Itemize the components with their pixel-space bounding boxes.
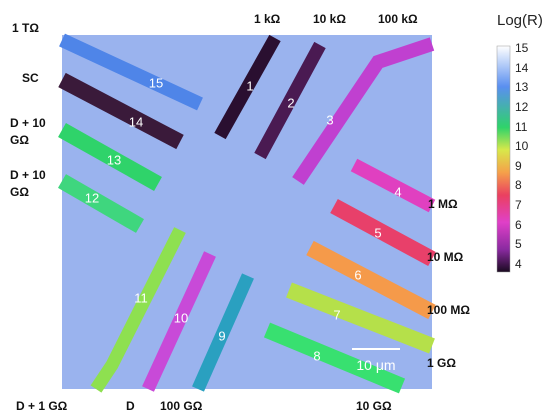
resistance-label: D + 1 GΩ	[16, 398, 67, 415]
colorbar-tick-label: 6	[515, 219, 522, 231]
colorbar-tick-label: 12	[515, 101, 528, 113]
electrode-number: 9	[218, 328, 225, 343]
electrode-number: 13	[107, 152, 121, 167]
resistance-label: 1 MΩ	[428, 196, 458, 213]
electrode-number: 2	[287, 95, 294, 110]
electrode-number: 8	[313, 348, 320, 363]
resistance-label: 1 GΩ	[427, 355, 456, 372]
electrode-number: 4	[394, 184, 401, 199]
resistance-label: 100 kΩ	[378, 11, 418, 28]
resistance-label: D + 10 GΩ	[10, 115, 54, 149]
electrode-number: 5	[374, 225, 381, 240]
scale-bar-label: 10 μm	[356, 357, 395, 373]
electrode-number: 6	[354, 267, 361, 282]
resistance-label: 10 GΩ	[356, 398, 392, 415]
colorbar-tick-label: 11	[515, 121, 527, 133]
colorbar-tick-label: 10	[515, 140, 528, 152]
electrode-number: 10	[174, 310, 188, 325]
resistance-label: 1 kΩ	[254, 11, 280, 28]
electrode-number: 3	[326, 112, 333, 127]
colorbar-tick-label: 14	[515, 62, 528, 74]
resistance-label: SC	[22, 70, 39, 87]
resistance-label: 100 GΩ	[160, 398, 202, 415]
colorbar-tick-label: 9	[515, 160, 522, 172]
colorbar	[497, 46, 510, 272]
colorbar-tick-label: 8	[515, 179, 522, 191]
electrode-number: 11	[134, 290, 148, 305]
electrode-number: 12	[85, 190, 99, 205]
resistance-label: 1 TΩ	[12, 20, 39, 37]
electrode-number: 1	[246, 78, 253, 93]
electrode-number: 7	[333, 307, 340, 322]
colorbar-title: Log(R)	[497, 12, 543, 29]
page: 10 μm 123456789101112131415 Log(R) {"col…	[0, 0, 543, 411]
colorbar-tick-label: 4	[515, 258, 522, 270]
resistance-label: D	[126, 398, 135, 415]
resistance-label: 10 MΩ	[427, 249, 463, 266]
figure: 10 μm 123456789101112131415	[0, 0, 543, 411]
resistance-label: 10 kΩ	[313, 11, 346, 28]
resistance-label: D + 10 GΩ	[10, 167, 54, 201]
colorbar-tick-label: 15	[515, 42, 528, 54]
colorbar-tick-label: 5	[515, 238, 522, 250]
electrode-number: 15	[149, 75, 163, 90]
resistance-label: 100 MΩ	[427, 302, 470, 319]
colorbar-tick-label: 7	[515, 199, 522, 211]
electrode-number: 14	[129, 114, 143, 129]
colorbar-tick-label: 13	[515, 81, 528, 93]
